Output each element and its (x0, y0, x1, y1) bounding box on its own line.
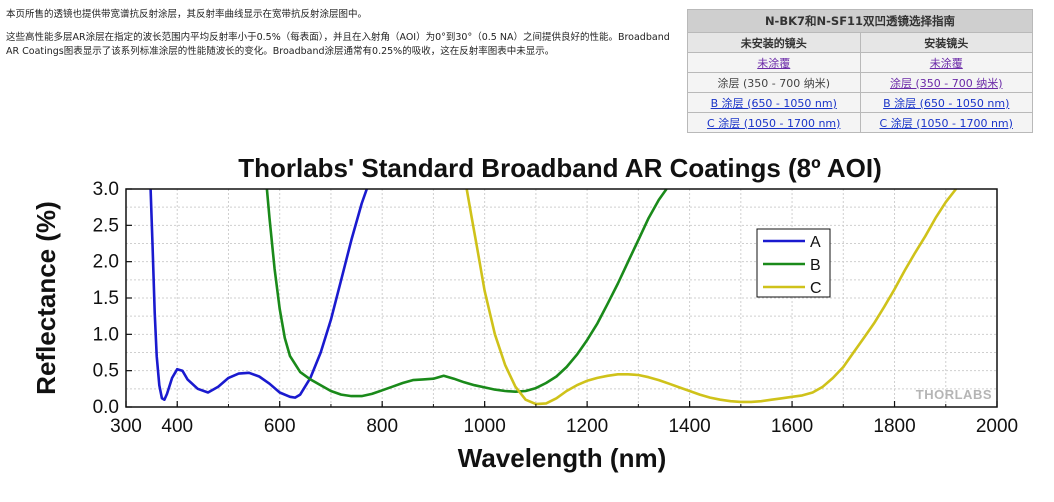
series-line-c (465, 189, 958, 406)
mounted-b-coating-link[interactable]: B 涂层 (650 - 1050 nm) (883, 96, 1010, 110)
mounted-c-coating-link[interactable]: C 涂层 (1050 - 1700 nm) (879, 116, 1013, 130)
x-tick-label: 1400 (668, 416, 710, 437)
unmounted-c-coating-link[interactable]: C 涂层 (1050 - 1700 nm) (707, 116, 841, 130)
guide-row-b-coating: B 涂层 (650 - 1050 nm) B 涂层 (650 - 1050 nm… (687, 92, 1033, 113)
series-line-b (265, 189, 668, 398)
unmounted-uncoated-link[interactable]: 未涂覆 (757, 56, 791, 70)
selection-guide-table: N-BK7和N-SF11双凹透镜选择指南 未安装的镜头 安装镜头 未涂覆 未涂覆… (687, 9, 1033, 133)
y-tick-label: 0.5 (93, 361, 119, 382)
legend-label-b: B (810, 257, 821, 274)
guide-title: N-BK7和N-SF11双凹透镜选择指南 (687, 9, 1033, 33)
x-tick-label: 1800 (873, 416, 915, 437)
y-tick-label: 3.0 (93, 179, 119, 200)
x-tick-label: 2000 (976, 416, 1018, 437)
y-axis-label: Reflectance (%) (31, 201, 61, 395)
y-tick-label: 2.0 (93, 252, 119, 273)
intro-text: 本页所售的透镜也提供带宽谱抗反射涂层，其反射率曲线显示在宽带抗反射涂层图中。 这… (6, 8, 678, 68)
x-axis-label: Wavelength (nm) (458, 443, 666, 473)
y-tick-label: 1.0 (93, 324, 119, 345)
x-tick-label: 300 (110, 416, 142, 437)
x-tick-label: 1000 (464, 416, 506, 437)
intro-paragraph-1: 本页所售的透镜也提供带宽谱抗反射涂层，其反射率曲线显示在宽带抗反射涂层图中。 (6, 9, 368, 20)
chart-title: Thorlabs' Standard Broadband AR Coatings… (238, 153, 882, 183)
thorlabs-watermark: THORLABS (916, 387, 992, 402)
guide-row-c-coating: C 涂层 (1050 - 1700 nm) C 涂层 (1050 - 1700 … (687, 112, 1033, 133)
legend-label-a: A (810, 234, 821, 251)
y-tick-label: 0.0 (93, 397, 119, 418)
y-tick-label: 2.5 (93, 215, 119, 236)
x-tick-label: 1600 (771, 416, 813, 437)
intro-paragraph-2: 这些高性能多层AR涂层在指定的波长范围内平均反射率小于0.5%（每表面），并且在… (6, 32, 670, 57)
x-tick-label: 800 (366, 416, 398, 437)
mounted-uncoated-link[interactable]: 未涂覆 (929, 56, 963, 70)
mounted-a-coating-link[interactable]: 涂层 (350 - 700 纳米) (889, 76, 1003, 90)
x-tick-label: 1200 (566, 416, 608, 437)
unmounted-b-coating-link[interactable]: B 涂层 (650 - 1050 nm) (710, 96, 837, 110)
legend-label-c: C (810, 280, 822, 297)
x-tick-label: 400 (161, 416, 193, 437)
guide-row-a-coating: 涂层 (350 - 700 纳米) 涂层 (350 - 700 纳米) (687, 72, 1033, 93)
series-line-a (149, 189, 369, 402)
x-tick-label: 600 (264, 416, 296, 437)
y-tick-label: 1.5 (93, 288, 119, 309)
